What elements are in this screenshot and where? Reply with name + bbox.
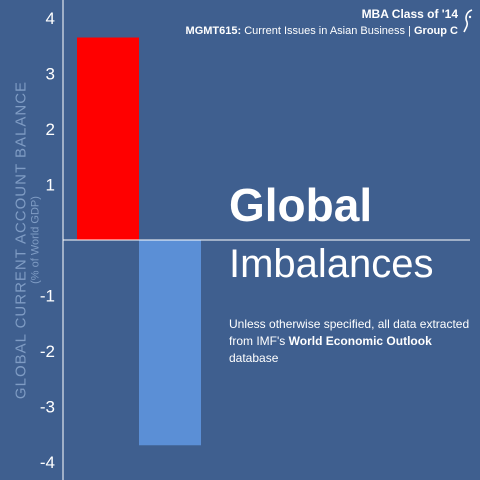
school-logo-icon	[463, 9, 473, 33]
bars	[77, 37, 201, 446]
y-tick-label: -1	[40, 286, 55, 305]
y-axis-title: GLOBAL CURRENT ACCOUNT BALANCE	[12, 80, 30, 400]
course-code: MGMT615:	[185, 25, 242, 37]
y-tick-label: -2	[40, 342, 55, 361]
y-axis-ticks: 4 3 2 1 -1 -2 -3 -4	[40, 9, 55, 472]
title-line-2: Imbalances	[229, 242, 434, 286]
y-tick-label: -3	[40, 397, 55, 416]
course-line: MGMT615: Current Issues in Asian Busines…	[186, 23, 458, 40]
y-tick-label: 2	[46, 120, 55, 139]
y-tick-label: 1	[46, 176, 55, 195]
bar-1	[77, 37, 139, 241]
title-line-1: Global	[229, 179, 373, 231]
note-line-2: from IMF's World Economic Outlook databa…	[229, 333, 480, 367]
y-tick-label: 3	[46, 65, 55, 84]
source-note: Unless otherwise specified, all data ext…	[229, 316, 480, 367]
bar-2	[139, 240, 201, 446]
y-tick-label: 4	[46, 9, 55, 28]
source-name: World Economic Outlook	[288, 334, 432, 348]
course-header: MBA Class of '14 MGMT615: Current Issues…	[186, 6, 458, 40]
note-line-1: Unless otherwise specified, all data ext…	[229, 317, 470, 331]
slide-title: Global Imbalances	[229, 180, 434, 288]
class-label: MBA Class of '14	[361, 7, 458, 21]
group-label: Group C	[414, 25, 458, 37]
note-prefix: from IMF's	[229, 334, 289, 348]
y-tick-label: -4	[40, 453, 55, 472]
note-suffix: database	[229, 351, 279, 365]
course-title: Current Issues in Asian Business |	[241, 25, 414, 37]
y-axis-subtitle: (% of World GDP)	[29, 196, 42, 284]
y-axis-label: GLOBAL CURRENT ACCOUNT BALANCE (% of Wor…	[13, 81, 42, 399]
